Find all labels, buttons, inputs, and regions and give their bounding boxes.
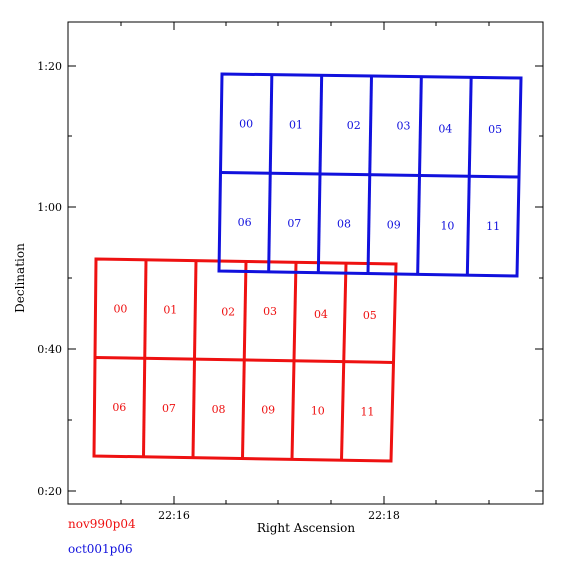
chip-label: 03 [397,120,411,133]
chip-outlines [92,72,523,463]
mosaic-nov990p04 [92,257,398,463]
chip-label: 06 [112,401,126,414]
chip-label: 04 [314,308,328,321]
chip-label: 00 [113,303,127,316]
chip-divider-horizontal [220,171,520,179]
chip-label: 00 [239,118,253,131]
y-tick-label: 1:20 [37,60,62,73]
axis-labels: Right Ascension Declination 1:20 1:00 0:40… [13,60,400,535]
y-axis-label: Declination [13,243,27,313]
plot-border [67,21,544,505]
chip-label: 11 [486,220,500,233]
mosaic-oct001p06 [217,72,523,278]
chip-label: 08 [337,218,351,231]
chip-label: 09 [261,404,275,417]
chip-label: 01 [289,118,303,131]
x-axis-label: Right Ascension [257,521,356,535]
chip-divider-horizontal [94,356,394,364]
y-tick-label: 0:20 [37,485,62,498]
chip-label: 11 [360,405,374,418]
chip-label: 08 [212,403,226,416]
legend-label-oct001p06: oct001p06 [68,542,133,556]
legend-label-nov990p04: nov990p04 [68,517,136,531]
chip-label: 03 [263,305,277,318]
chip-labels: 00 01 02 03 04 05 06 07 08 09 10 11 00 01 02 03 04 05 06 07… [112,118,502,419]
chip-label: 04 [438,122,452,135]
chip-label: 06 [238,216,252,229]
chip-label: 05 [488,123,502,136]
x-tick-label: 22:16 [158,509,190,522]
chip-label: 10 [311,405,325,418]
chip-label: 02 [347,119,361,132]
x-tick-label: 22:18 [368,509,400,522]
chip-label: 09 [387,219,401,232]
chip-label: 07 [162,402,176,415]
y-tick-label: 1:00 [37,201,62,214]
legend-oct001p06: oct001p06 [68,542,133,556]
plot-frame [67,21,544,505]
legend-nov990p04: nov990p04 [68,517,136,531]
chip-label: 01 [163,304,177,317]
y-tick-label: 0:40 [37,343,62,356]
chip-label: 05 [363,309,377,322]
chip-label: 02 [221,305,235,318]
chip-label: 10 [440,219,454,232]
chip-label: 07 [287,217,301,230]
